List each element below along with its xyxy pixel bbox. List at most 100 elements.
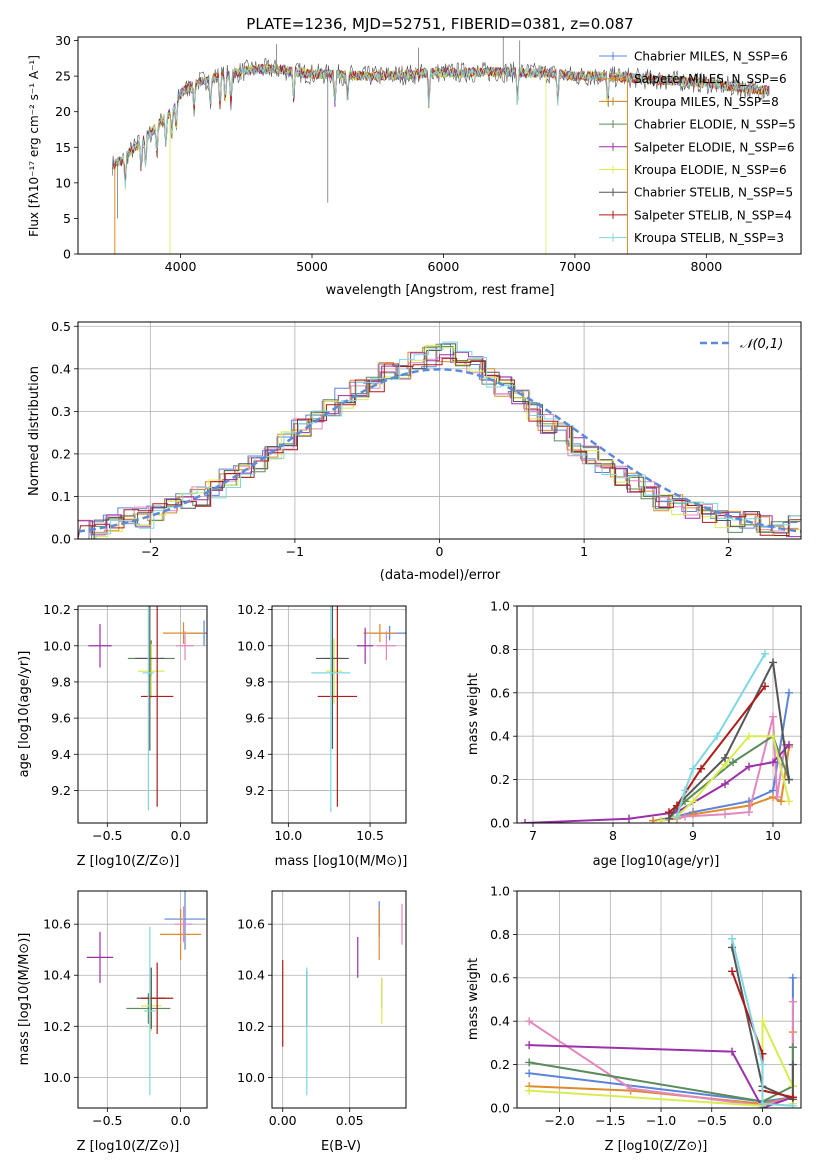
mass-weight-point xyxy=(665,808,673,817)
y-tick-label: 0.5 xyxy=(51,319,71,334)
mass-weight-vs-z-panel: Z [log10(Z/Z⊙)] mass weight −2.0 −1.5 −1.0… xyxy=(466,884,802,1154)
residual-panel: (data-model)/error Normed distribution −… xyxy=(27,319,802,583)
mass-weight-point xyxy=(721,753,729,762)
mass-weight-point xyxy=(761,682,769,691)
mass-weight-point xyxy=(758,1060,767,1069)
y-tick-label: 10.4 xyxy=(237,968,265,983)
y-tick-label: 10.2 xyxy=(237,602,265,617)
histogram-series xyxy=(78,347,799,539)
y-tick-label: 0.2 xyxy=(490,1057,510,1072)
y-tick-label: 10.2 xyxy=(43,602,71,617)
mass-weight-line xyxy=(529,1044,794,1108)
x-tick-label: 10 xyxy=(765,828,781,843)
mass-weight-point xyxy=(626,1084,635,1093)
mass-weight-point xyxy=(689,764,697,773)
mass-weight-point xyxy=(525,1086,534,1095)
spectrum-ylabel: Flux [fλ10⁻¹⁷ erg cm⁻² s⁻¹ A⁻¹] xyxy=(27,55,41,237)
y-tick-label: 0.2 xyxy=(490,772,510,787)
y-tick-label: 0.4 xyxy=(490,729,510,744)
legend-label: Kroupa ELODIE, N_SSP=6 xyxy=(634,163,787,177)
x-tick-label: −0.5 xyxy=(92,828,122,843)
y-tick-label: 9.6 xyxy=(51,711,71,726)
mass-weight-point xyxy=(729,758,737,767)
y-tick-label: 10 xyxy=(55,175,71,190)
y-tick-label: 9.2 xyxy=(245,783,265,798)
y-tick-label: 0.2 xyxy=(51,446,71,461)
y-tick-label: 10.2 xyxy=(43,1019,71,1034)
mass-weight-point xyxy=(681,812,689,821)
mass-weight-point xyxy=(788,997,797,1006)
x-tick-label: 0.0 xyxy=(171,1113,191,1128)
mass-weight-point xyxy=(521,819,529,823)
y-tick-label: 10.0 xyxy=(237,638,265,653)
y-tick-label: 10.0 xyxy=(43,1070,71,1085)
x-tick-label: −2 xyxy=(141,544,159,559)
x-tick-label: 2 xyxy=(725,544,733,559)
y-tick-label: 0.0 xyxy=(490,816,510,831)
spectrum-panel: PLATE=1236, MJD=52751, FIBERID=0381, z=0… xyxy=(27,15,802,298)
y-tick-label: 0.0 xyxy=(51,532,71,547)
y-tick-label: 0.8 xyxy=(490,642,510,657)
x-tick-label: 10.0 xyxy=(274,828,302,843)
y-tick-label: 25 xyxy=(55,69,71,84)
mass-weight-point xyxy=(769,658,777,667)
y-tick-label: 0.3 xyxy=(51,404,71,419)
mass-weight-point xyxy=(649,816,657,823)
mass-weight-point xyxy=(773,792,781,801)
age-vs-mass-xlabel: mass [log10(M/M⊙)] xyxy=(275,854,408,869)
histogram-series xyxy=(78,346,801,539)
y-tick-label: 0.6 xyxy=(490,685,510,700)
mass-weight-vs-z-ylabel: mass weight xyxy=(466,958,481,1040)
x-tick-label: −0.5 xyxy=(697,1113,727,1128)
mass-weight-vs-z-xlabel: Z [log10(Z/Z⊙)] xyxy=(605,1139,708,1154)
axes-frame xyxy=(77,890,208,1109)
mass-weight-point xyxy=(745,808,753,817)
mass-weight-point xyxy=(728,967,737,976)
legend-label: Chabrier ELODIE, N_SSP=5 xyxy=(634,118,796,132)
x-tick-label: 8000 xyxy=(690,259,722,274)
mass-weight-point xyxy=(697,764,705,773)
x-tick-label: 0.00 xyxy=(269,1113,297,1128)
x-tick-label: 1 xyxy=(580,544,588,559)
mass-weight-vs-age-xlabel: age [log10(age/yr)] xyxy=(593,854,720,869)
y-tick-label: 15 xyxy=(55,140,71,155)
mass-weight-point xyxy=(785,740,793,749)
histogram-series xyxy=(78,343,801,539)
mass-vs-ebv-xlabel: E(B-V) xyxy=(321,1139,361,1154)
residual-ylabel: Normed distribution xyxy=(27,366,42,496)
histogram-series xyxy=(78,341,801,539)
spectrum-series-line xyxy=(113,63,770,189)
mass-weight-point xyxy=(728,1047,737,1056)
y-tick-label: 0.8 xyxy=(490,927,510,942)
y-tick-label: 9.6 xyxy=(245,711,265,726)
mass-weight-point xyxy=(769,758,777,767)
legend-label: Chabrier STELIB, N_SSP=5 xyxy=(634,186,793,200)
mass-weight-point xyxy=(758,1099,767,1108)
y-tick-label: 9.4 xyxy=(245,747,265,762)
x-tick-label: 8 xyxy=(609,828,617,843)
mass-weight-line xyxy=(731,947,794,1101)
mass-weight-vs-age-panel: age [log10(age/yr)] mass weight 7 8 9 10 0.0… xyxy=(466,599,802,869)
y-tick-label: 10.6 xyxy=(43,917,71,932)
spectrum-series-line xyxy=(112,63,770,181)
legend-label: Kroupa MILES, N_SSP=8 xyxy=(634,95,779,109)
x-tick-label: 10.5 xyxy=(356,828,384,843)
x-tick-label: 9 xyxy=(689,828,697,843)
mass-vs-z-xlabel: Z [log10(Z/Z⊙)] xyxy=(77,1139,180,1154)
spectrum-legend: Chabrier MILES, N_SSP=6 Salpeter MILES, N… xyxy=(599,50,796,245)
residual-xlabel: (data-model)/error xyxy=(380,568,501,583)
x-tick-label: 6000 xyxy=(428,259,460,274)
mass-weight-point xyxy=(769,732,777,741)
y-tick-label: 0.6 xyxy=(490,970,510,985)
mass-weight-point xyxy=(728,934,737,943)
mass-weight-point xyxy=(673,812,681,821)
legend-label: Salpeter MILES, N_SSP=6 xyxy=(634,72,787,86)
x-tick-label: −1.5 xyxy=(595,1113,625,1128)
age-vs-mass-panel: mass [log10(M/M⊙)] 10.0 10.5 9.2 9.4 9.6 9.8 1… xyxy=(237,602,408,869)
axes-frame xyxy=(516,890,802,1109)
x-tick-label: 5000 xyxy=(296,259,328,274)
mass-weight-point xyxy=(788,1093,797,1102)
mass-weight-point xyxy=(788,1043,797,1052)
mass-weight-line xyxy=(731,938,793,1107)
